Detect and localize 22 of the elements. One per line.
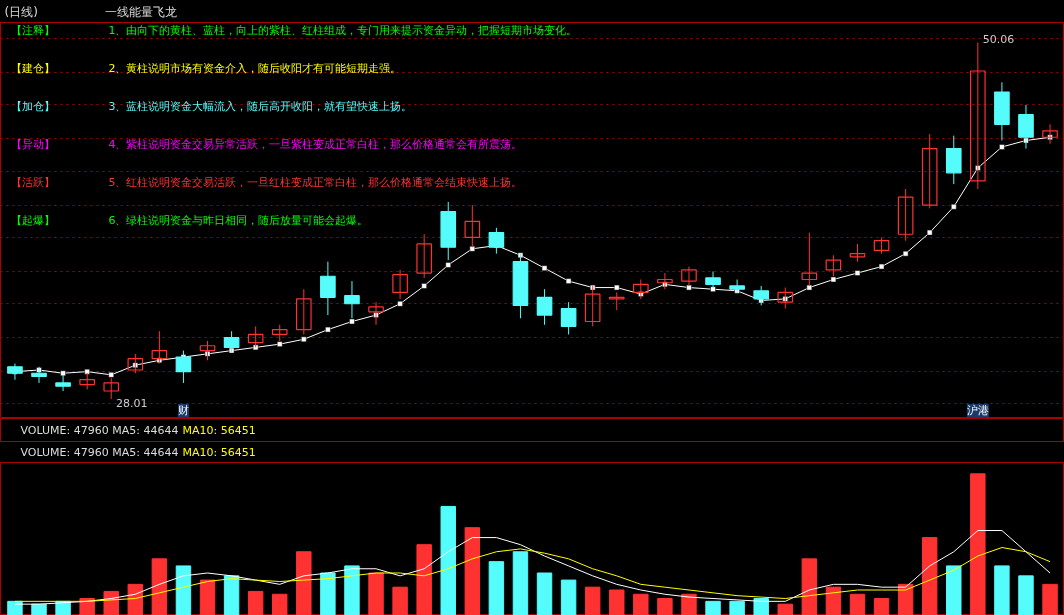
annotation: 【异动】 — [10, 137, 55, 151]
annotation: 4、紫柱说明资金交易异常活跃，一旦紫柱变成正常白柱，那么价格通常会有所震荡。 — [108, 137, 523, 151]
chart-subtitle: 一线能量飞龙 — [104, 4, 177, 19]
chart-title: (日线) — [4, 4, 38, 19]
annotation: 【建仓】 — [10, 61, 55, 75]
text: VOLUME: 47960 MA5: 44644 — [20, 445, 179, 459]
annotation: 【活跃】 — [10, 175, 55, 189]
text: MA10: 56451 — [182, 423, 256, 437]
annotation: 沪港 — [966, 404, 989, 417]
annotation: 【注释】 — [10, 23, 55, 37]
annotation: 3、蓝柱说明资金大幅流入，随后高开收阳，就有望快速上扬。 — [108, 99, 413, 113]
annotation: 【加仓】 — [10, 99, 55, 113]
annotation: 2、黄柱说明市场有资金介入，随后收阳才有可能短期走强。 — [108, 61, 402, 75]
text: VOLUME: 47960 MA5: 44644 — [20, 423, 179, 437]
annotation: 财 — [177, 404, 189, 417]
annotation: 28.01 — [116, 396, 148, 410]
annotation: 50.06 — [982, 32, 1015, 46]
annotation: 1、由向下的黄柱、蓝柱，向上的紫柱、红柱组成，专门用来提示资金异动，把握短期市场变化。 — [108, 23, 578, 37]
annotation: 【起爆】 — [10, 213, 55, 227]
text: MA10: 56451 — [182, 445, 256, 459]
annotation: 5、红柱说明资金交易活跃，一旦红柱变成正常白柱，那么价格通常会结束快速上扬。 — [108, 175, 523, 189]
annotation: 6、绿柱说明资金与昨日相同，随后放量可能会起爆。 — [108, 213, 369, 227]
